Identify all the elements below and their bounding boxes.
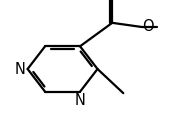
Text: N: N (75, 93, 86, 108)
Text: N: N (15, 62, 26, 76)
Text: O: O (143, 19, 154, 34)
